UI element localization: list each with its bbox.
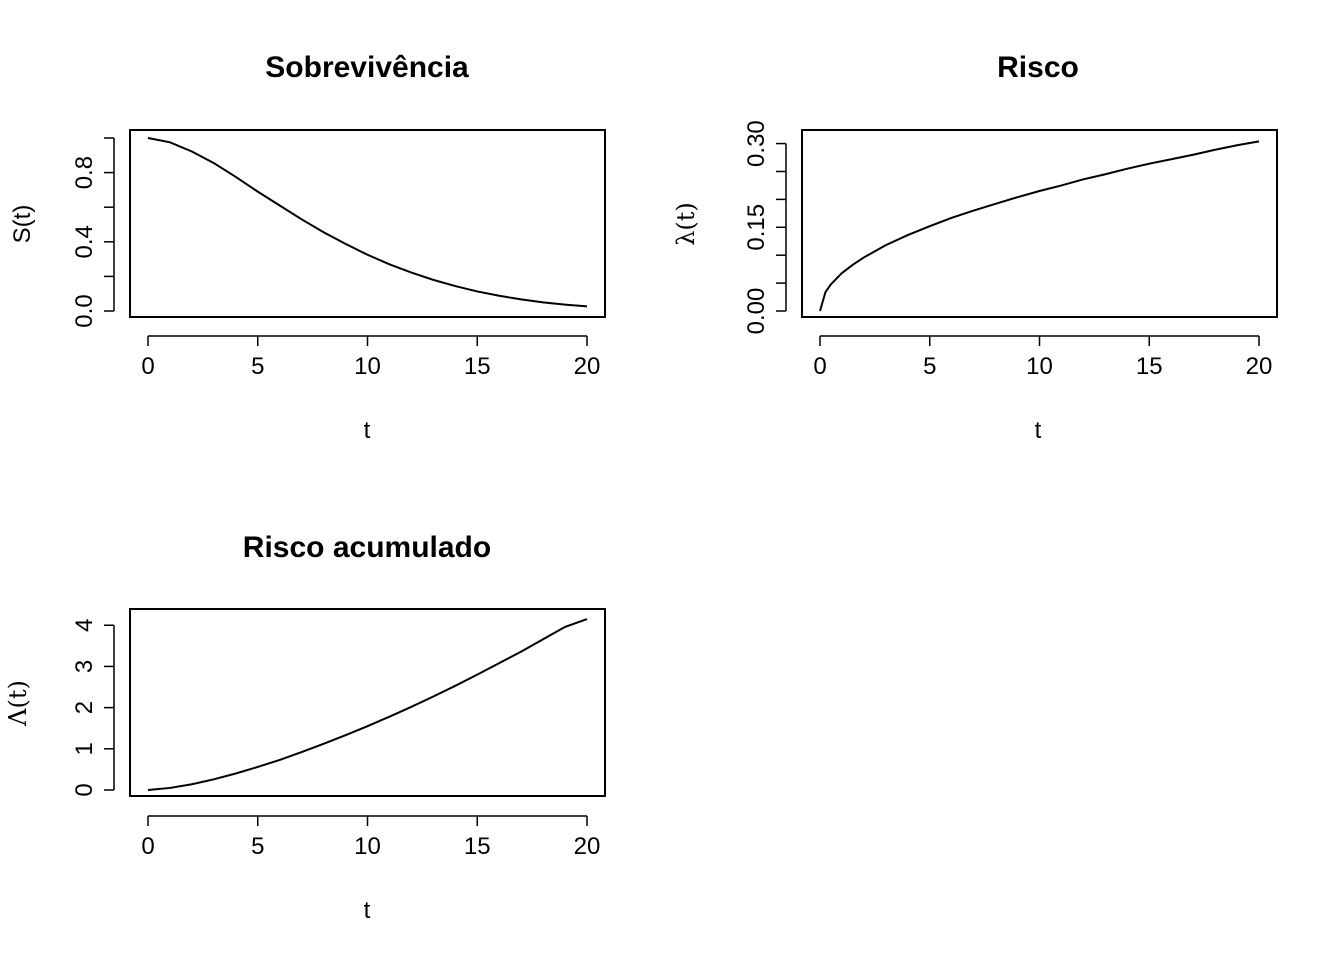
hazard-x-axis-title: t bbox=[1035, 417, 1042, 444]
cumulative-hazard-y-tick-label: 2 bbox=[71, 701, 98, 714]
cumulative-hazard-y-axis-title: Λ(t) bbox=[4, 680, 32, 727]
survival-x-tick-label: 5 bbox=[251, 353, 264, 380]
cumulative-hazard-y-tick-label: 1 bbox=[71, 742, 98, 755]
survival-y-tick-label: 0.0 bbox=[71, 294, 98, 327]
survival-title: Sobrevivência bbox=[265, 51, 469, 84]
cumulative-hazard-y-tick-label: 0 bbox=[71, 783, 98, 796]
hazard-plot-frame bbox=[801, 129, 1278, 318]
cumulative-hazard-title: Risco acumulado bbox=[243, 531, 491, 564]
survival-panel: Sobrevivência t S(t) 0 5 10 15 20 0.0 0.4 0.8 bbox=[9, 51, 606, 444]
cumulative-hazard-x-tick-label: 15 bbox=[464, 833, 491, 860]
cumulative-hazard-y-tick-label: 3 bbox=[71, 660, 98, 673]
cumulative-hazard-panel: Risco acumulado t Λ(t) 0 5 10 15 20 0 1 2 3 4 bbox=[4, 531, 606, 924]
survival-y-axis-title: S(t) bbox=[9, 205, 36, 244]
cumulative-hazard-curve bbox=[147, 618, 588, 791]
survival-y-tick-label: 0.4 bbox=[71, 225, 98, 258]
hazard-x-tick-label: 5 bbox=[923, 353, 936, 380]
cumulative-hazard-x-tick-label: 5 bbox=[251, 833, 264, 860]
hazard-panel: Risco t λ(t) 0 5 10 15 20 0.00 0.15 0.30 bbox=[672, 51, 1278, 444]
survival-y-axis: 0.0 0.4 0.8 bbox=[71, 137, 115, 328]
survival-x-tick-label: 15 bbox=[464, 353, 491, 380]
hazard-x-axis: 0 5 10 15 20 bbox=[813, 335, 1273, 380]
survival-y-tick-label: 0.8 bbox=[71, 156, 98, 189]
hazard-curve bbox=[819, 140, 1260, 312]
hazard-y-axis: 0.00 0.15 0.30 bbox=[743, 120, 787, 335]
hazard-title: Risco bbox=[997, 51, 1079, 84]
survival-x-tick-label: 0 bbox=[141, 353, 154, 380]
hazard-y-axis-title: λ(t) bbox=[672, 202, 700, 246]
cumulative-hazard-x-axis-title: t bbox=[364, 897, 371, 924]
hazard-x-tick-label: 0 bbox=[813, 353, 826, 380]
cumulative-hazard-x-tick-label: 20 bbox=[574, 833, 601, 860]
cumulative-hazard-x-axis: 0 5 10 15 20 bbox=[141, 815, 601, 860]
cumulative-hazard-y-axis: 0 1 2 3 4 bbox=[71, 619, 115, 797]
survival-plot-frame bbox=[129, 129, 606, 318]
hazard-y-tick-label: 0.15 bbox=[743, 204, 770, 251]
hazard-y-tick-label: 0.00 bbox=[743, 288, 770, 335]
hazard-x-tick-label: 15 bbox=[1136, 353, 1163, 380]
survival-x-axis: 0 5 10 15 20 bbox=[141, 335, 601, 380]
survival-x-tick-label: 10 bbox=[354, 353, 381, 380]
cumulative-hazard-x-tick-label: 0 bbox=[141, 833, 154, 860]
cumulative-hazard-y-tick-label: 4 bbox=[71, 619, 98, 632]
cumulative-hazard-plot-frame bbox=[129, 608, 606, 797]
hazard-y-tick-label: 0.30 bbox=[743, 120, 770, 167]
survival-curve bbox=[147, 137, 588, 308]
survival-x-axis-title: t bbox=[364, 417, 371, 444]
hazard-x-tick-label: 10 bbox=[1026, 353, 1053, 380]
cumulative-hazard-x-tick-label: 10 bbox=[354, 833, 381, 860]
survival-x-tick-label: 20 bbox=[574, 353, 601, 380]
hazard-x-tick-label: 20 bbox=[1246, 353, 1273, 380]
